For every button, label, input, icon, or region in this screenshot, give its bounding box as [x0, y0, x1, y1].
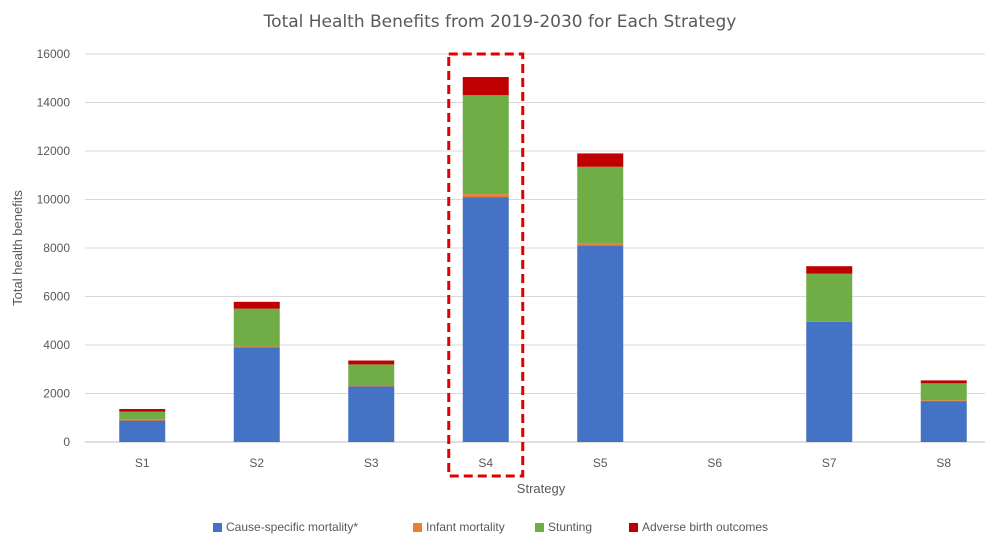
- highlight-box: [447, 52, 525, 478]
- y-axis-ticks: 0 2000 4000 6000 8000 10000 12000 14000 16000: [37, 47, 71, 449]
- legend-label: Cause-specific mortality*: [226, 520, 358, 534]
- bar-segment: [462, 95, 509, 195]
- chart-title: Total Health Benefits from 2019-2030 for…: [263, 12, 737, 32]
- bar-segment: [348, 386, 395, 442]
- bar-segment: [462, 194, 509, 198]
- bar-segment: [920, 400, 967, 442]
- x-axis-ticks: S1 S2 S3 S4 S5 S6 S7 S8: [135, 456, 952, 470]
- bar-segment: [233, 301, 280, 309]
- x-tick-label: S3: [364, 456, 379, 470]
- bar-segment: [806, 273, 853, 321]
- bar-segment: [119, 411, 166, 420]
- y-tick-label: 0: [63, 435, 70, 449]
- x-tick-label: S1: [135, 456, 150, 470]
- bar-segment: [577, 166, 624, 244]
- bar-segment: [348, 385, 395, 387]
- bar-segment: [920, 400, 967, 402]
- y-tick-label: 8000: [43, 241, 70, 255]
- bar-segment: [577, 243, 624, 246]
- bar-segment: [577, 153, 624, 167]
- bar-segment: [462, 197, 509, 442]
- bar-segment: [233, 346, 280, 348]
- bar-segment: [462, 77, 509, 96]
- y-tick-label: 4000: [43, 338, 70, 352]
- x-tick-label: S4: [478, 456, 493, 470]
- x-axis-label: Strategy: [517, 481, 566, 496]
- bars: [119, 77, 967, 442]
- bar-segment: [806, 320, 853, 322]
- legend: Cause-specific mortality* Infant mortalit…: [213, 520, 768, 534]
- x-tick-label: S2: [249, 456, 264, 470]
- y-tick-label: 2000: [43, 387, 70, 401]
- legend-swatch: [629, 523, 638, 532]
- legend-label: Infant mortality: [426, 520, 505, 534]
- y-tick-label: 16000: [37, 47, 71, 61]
- bar-segment: [920, 380, 967, 384]
- y-tick-label: 12000: [37, 144, 71, 158]
- bar-segment: [348, 360, 395, 365]
- bar-segment: [119, 419, 166, 421]
- y-tick-label: 6000: [43, 290, 70, 304]
- x-tick-label: S8: [936, 456, 951, 470]
- bar-segment: [348, 364, 395, 386]
- bar-segment: [233, 308, 280, 347]
- legend-swatch: [535, 523, 544, 532]
- legend-label: Stunting: [548, 520, 592, 534]
- x-tick-label: S6: [707, 456, 722, 470]
- bar-segment: [920, 383, 967, 401]
- highlight-rectangle: [447, 52, 525, 478]
- x-tick-label: S5: [593, 456, 608, 470]
- y-tick-label: 14000: [37, 96, 71, 110]
- legend-swatch: [413, 523, 422, 532]
- bar-segment: [119, 420, 166, 442]
- x-tick-label: S7: [822, 456, 837, 470]
- bar-segment: [233, 347, 280, 442]
- legend-swatch: [213, 523, 222, 532]
- bar-segment: [806, 321, 853, 442]
- legend-label: Adverse birth outcomes: [642, 520, 768, 534]
- bar-segment: [119, 409, 166, 412]
- bar-segment: [577, 245, 624, 442]
- y-axis-label: Total health benefits: [10, 190, 25, 306]
- bar-segment: [806, 266, 853, 274]
- y-tick-label: 10000: [37, 193, 71, 207]
